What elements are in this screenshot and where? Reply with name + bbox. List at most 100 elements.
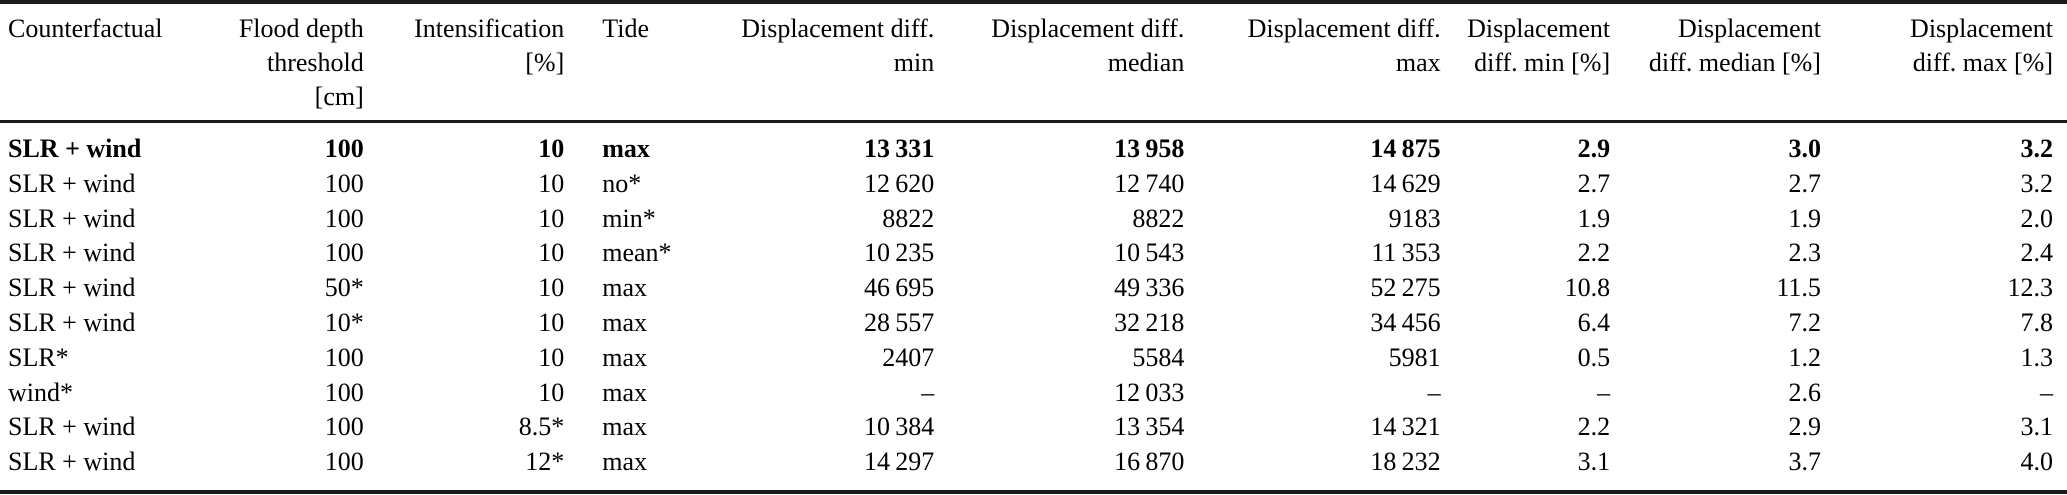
table-cell: 12* [525,447,565,477]
table-cell: max [602,377,648,407]
column-header-displacement-diff-max-pct: Displacement diff. max [%] [1820,2,2067,123]
table-cell: 100 [324,134,364,163]
table-cell: 9183 [1388,203,1441,233]
table-cell: 6.4 [1577,307,1611,337]
column-header-displacement-diff-median-pct: Displacement diff. median [%] [1610,2,1821,123]
table-cell: max [602,307,648,337]
table-cell: 10 384 [864,412,935,442]
table-row: SLR + wind 10* 10 max 28 557 32 218 34 4… [0,306,2067,341]
column-header-displacement-diff-max: Displacement diff. max [1184,2,1441,123]
table-row: SLR + wind 50* 10 max 46 695 49 336 52 2… [0,271,2067,306]
table-cell: 2.9 [1788,412,1821,442]
table-cell: 2.7 [1577,168,1611,198]
table-cell: 10 235 [864,238,935,268]
table-cell: – [1427,377,1441,407]
table-cell: 10 [538,377,565,407]
table-cell: 10 [538,238,565,268]
table-cell: 52 275 [1370,273,1441,303]
table-cell: SLR + wind [8,134,142,163]
table-cell: 7.2 [1788,307,1821,337]
table-cell: 100 [324,238,364,268]
table-cell: max [602,447,648,477]
table-cell: 12 033 [1114,377,1185,407]
table-cell: SLR* [8,342,69,372]
table-row: SLR + wind 100 8.5* max 10 384 13 354 14… [0,410,2067,445]
table-cell: 2.6 [1788,377,1821,407]
table-cell: 10 [538,203,565,233]
table-cell: 8.5* [518,412,565,442]
table-cell: min* [602,203,656,233]
table-cell: 14 875 [1370,134,1441,163]
table-cell: 7.8 [2020,307,2054,337]
table-cell: 2.3 [1788,238,1821,268]
column-header-displacement-diff-median: Displacement diff. median [934,2,1185,123]
column-header-intensification: Intensification [%] [363,2,565,123]
table-cell: 8822 [882,203,935,233]
table-cell: 13 354 [1114,412,1185,442]
table-cell: 14 629 [1370,168,1441,198]
column-header-displacement-diff-min: Displacement diff. min [682,2,935,123]
column-header-tide: Tide [564,2,683,123]
table-row: wind* 100 10 max – 12 033 – – 2.6 – [0,376,2067,411]
table-cell: 32 218 [1114,307,1185,337]
table-cell: 10 [538,134,565,163]
table-cell: 11.5 [1776,273,1821,303]
table-cell: 12.3 [2007,273,2054,303]
table-cell: 28 557 [864,307,935,337]
table-cell: 100 [324,412,364,442]
table-cell: 1.3 [2020,342,2054,372]
table-cell: 100 [324,342,364,372]
table-cell: 3.7 [1788,447,1821,477]
table-cell: max [602,342,648,372]
table-cell: 14 321 [1370,412,1441,442]
table-cell: 13 331 [864,134,935,163]
table-cell: wind* [8,377,73,407]
table-cell: – [2040,377,2053,407]
table-cell: 5584 [1132,342,1185,372]
table-cell: SLR + wind [8,307,136,337]
table-cell: 100 [324,168,364,198]
table-cell: 2.0 [2020,203,2054,233]
table-cell: max [602,273,648,303]
table-cell: 2.9 [1577,134,1611,163]
table-cell: – [921,377,935,407]
column-header-displacement-diff-min-pct: Displacement diff. min [%] [1440,2,1611,123]
table-cell: 46 695 [864,273,935,303]
table-cell: SLR + wind [8,273,136,303]
table-cell: 49 336 [1114,273,1185,303]
table-cell: 16 870 [1114,447,1185,477]
table-cell: 12 740 [1114,168,1185,198]
table-cell: 11 353 [1371,238,1441,268]
column-header-counterfactual: Counterfactual [0,2,207,123]
table-cell: 14 297 [864,447,935,477]
table-cell: max [602,412,648,442]
table-cell: 3.0 [1788,134,1821,163]
table-cell: 1.9 [1577,203,1611,233]
column-header-flood-depth-threshold: Flood depth threshold [cm] [206,2,364,123]
table-cell: 1.2 [1788,342,1821,372]
table-cell: 2407 [882,342,935,372]
table-cell: SLR + wind [8,168,136,198]
table-row: SLR + wind 100 12* max 14 297 16 870 18 … [0,445,2067,492]
table-cell: 0.5 [1577,342,1611,372]
table-cell: 50* [324,273,364,303]
table-cell: 2.4 [2020,238,2054,268]
table-row: SLR + wind 100 10 no* 12 620 12 740 14 6… [0,167,2067,202]
table-cell: 4.0 [2020,447,2054,477]
table-cell: 2.2 [1577,238,1611,268]
table-cell: 10 543 [1114,238,1185,268]
table-cell: 18 232 [1370,447,1441,477]
table-row: SLR + wind 100 10 mean* 10 235 10 543 11… [0,236,2067,271]
table-cell: no* [602,168,642,198]
table-cell: 10 [538,307,565,337]
table-cell: 3.1 [1577,447,1611,477]
table-cell: 3.2 [2020,134,2054,163]
table-cell: 100 [324,447,364,477]
table-row: SLR* 100 10 max 2407 5584 5981 0.5 1.2 1… [0,341,2067,376]
table-cell: 2.2 [1577,412,1611,442]
table-cell: – [1597,377,1611,407]
table-cell: SLR + wind [8,412,136,442]
table-cell: 100 [324,203,364,233]
table-cell: 10 [538,273,565,303]
